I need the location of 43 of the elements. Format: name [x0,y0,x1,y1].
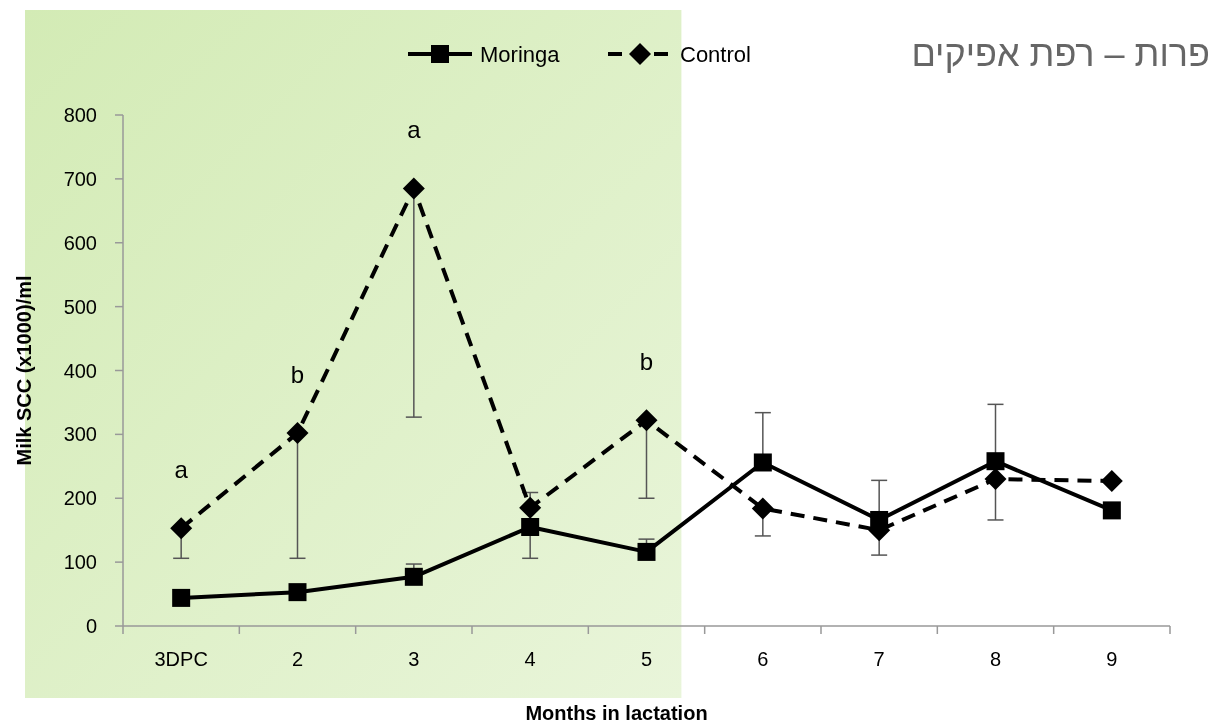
point [519,496,542,519]
legend-label: Moringa [480,42,561,67]
y-tick-label: 800 [63,104,97,126]
y-tick-label: 0 [85,615,97,637]
x-tick-label: 3 [408,648,420,670]
point [170,517,193,540]
point [986,452,1005,471]
x-tick-label: 3DPC [154,648,208,670]
y-tick-label: 500 [63,295,97,318]
point [1102,501,1121,520]
x-tick-label: 4 [524,648,536,670]
point [984,468,1007,491]
y-tick-label: 600 [63,231,97,254]
point [402,177,425,200]
point [172,588,191,607]
y-axis-title: Milk SCC (x1000)/ml [13,275,35,466]
annotation: b [639,348,654,376]
y-tick-label: 200 [63,487,97,510]
legend-label: Control [680,42,751,67]
y-tick-label: 700 [63,167,97,190]
point [521,517,540,536]
point [635,409,658,432]
y-tick-label: 100 [63,551,97,574]
x-tick-label: 6 [757,648,769,670]
y-tick-label: 400 [63,359,97,382]
point [288,583,307,602]
point [286,422,309,445]
y-tick-label: 300 [63,423,97,446]
point [751,497,774,520]
chart-title: פרות – רפת אפיקים [911,33,1210,74]
point [404,567,423,586]
point [753,453,772,472]
annotation: b [290,361,305,389]
x-axis-title: Months in lactation [525,702,708,724]
x-tick-label: 8 [989,648,1002,670]
x-tick-label: 5 [640,648,653,670]
annotation: a [407,116,422,144]
annotation: a [174,456,189,484]
x-tick-label: 7 [873,648,885,670]
point [1100,470,1123,492]
x-tick-label: 2 [291,648,304,670]
x-tick-label: 9 [1106,648,1118,670]
point [637,542,656,561]
